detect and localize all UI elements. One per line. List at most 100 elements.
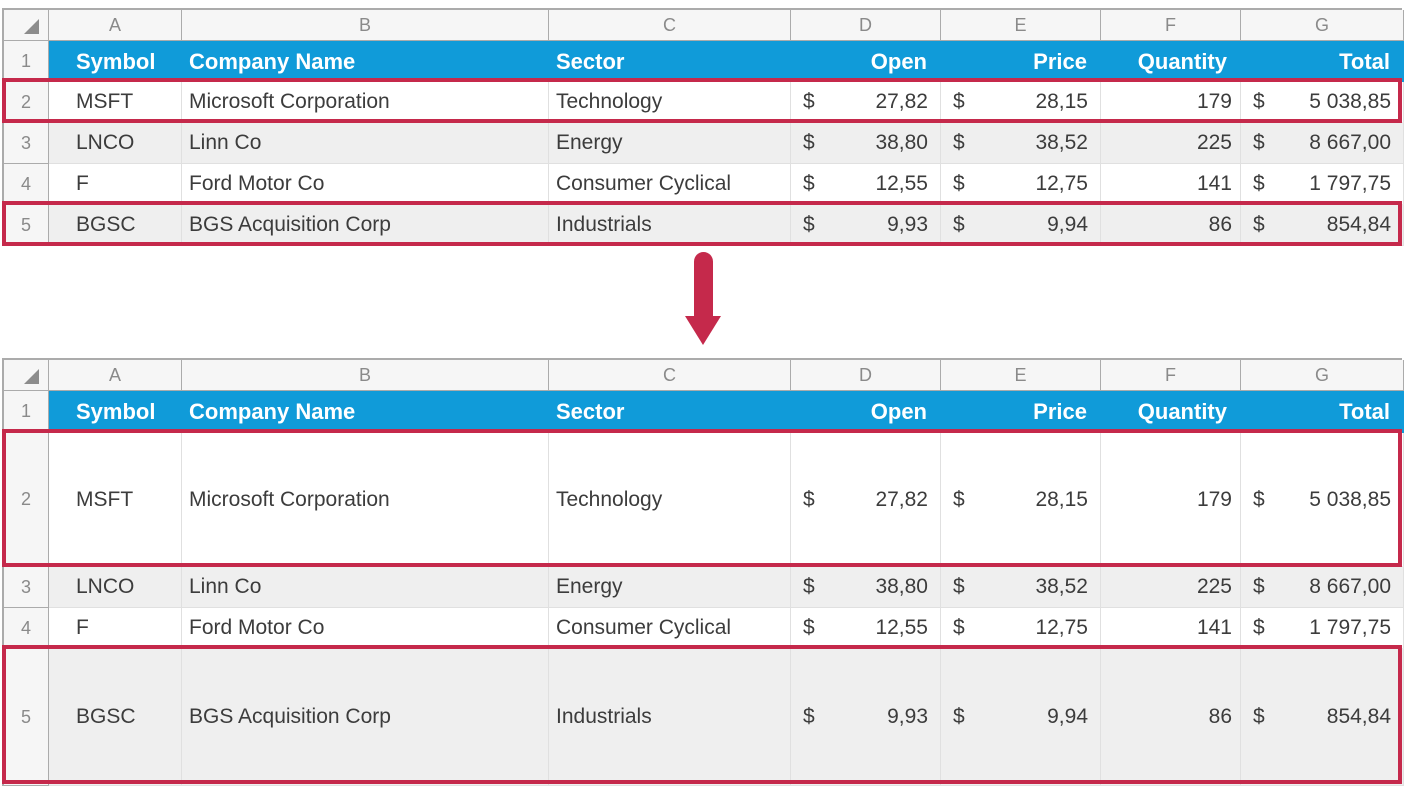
cell-f2[interactable]: 179	[1101, 82, 1241, 123]
cell-e3[interactable]: $38,52	[941, 123, 1101, 164]
cell-g4[interactable]: $1 797,75	[1241, 608, 1404, 649]
cell-c1[interactable]: Sector	[549, 391, 791, 433]
cell-b4[interactable]: Ford Motor Co	[182, 608, 549, 649]
cell-b4[interactable]: Ford Motor Co	[182, 164, 549, 205]
cell-e3[interactable]: $38,52	[941, 567, 1101, 608]
row-header-3[interactable]: 3	[4, 567, 49, 608]
column-header-c[interactable]: C	[549, 10, 791, 41]
cell-c3[interactable]: Energy	[549, 567, 791, 608]
cell-g4[interactable]: $1 797,75	[1241, 164, 1404, 205]
cell-d2[interactable]: $27,82	[791, 433, 941, 567]
column-header-g[interactable]: G	[1241, 360, 1404, 391]
cell-b5[interactable]: BGS Acquisition Corp	[182, 649, 549, 786]
column-header-a[interactable]: A	[49, 10, 182, 41]
cell-d5[interactable]: $9,93	[791, 649, 941, 786]
row-header-1[interactable]: 1	[4, 391, 49, 433]
row-header-5[interactable]: 5	[4, 205, 49, 246]
cell-e4[interactable]: $12,75	[941, 164, 1101, 205]
cell-f5[interactable]: 86	[1101, 205, 1241, 246]
cell-f1[interactable]: Quantity	[1101, 391, 1241, 433]
cell-c4[interactable]: Consumer Cyclical	[549, 164, 791, 205]
cell-f4[interactable]: 141	[1101, 164, 1241, 205]
cell-a1[interactable]: Symbol	[49, 41, 182, 82]
cell-value: 27,82	[875, 487, 928, 511]
row-header-2[interactable]: 2	[4, 82, 49, 123]
cell-b3[interactable]: Linn Co	[182, 567, 549, 608]
cell-g5[interactable]: $854,84	[1241, 649, 1404, 786]
cell-a5[interactable]: BGSC	[49, 205, 182, 246]
cell-d1[interactable]: Open	[791, 41, 941, 82]
column-header-g[interactable]: G	[1241, 10, 1404, 41]
row-header-4[interactable]: 4	[4, 164, 49, 205]
cell-b3[interactable]: Linn Co	[182, 123, 549, 164]
cell-c2[interactable]: Technology	[549, 433, 791, 567]
cell-g3[interactable]: $8 667,00	[1241, 567, 1404, 608]
column-header-b[interactable]: B	[182, 10, 549, 41]
cell-f2[interactable]: 179	[1101, 433, 1241, 567]
cell-f1[interactable]: Quantity	[1101, 41, 1241, 82]
cell-d1[interactable]: Open	[791, 391, 941, 433]
cell-e1[interactable]: Price	[941, 391, 1101, 433]
cell-e1[interactable]: Price	[941, 41, 1101, 82]
cell-b1[interactable]: Company Name	[182, 391, 549, 433]
cell-c4[interactable]: Consumer Cyclical	[549, 608, 791, 649]
cell-e5[interactable]: $9,94	[941, 649, 1101, 786]
cell-g5[interactable]: $854,84	[1241, 205, 1404, 246]
cell-a4[interactable]: F	[49, 608, 182, 649]
cell-f5[interactable]: 86	[1101, 649, 1241, 786]
cell-a2[interactable]: MSFT	[49, 82, 182, 123]
cell-a3[interactable]: LNCO	[49, 123, 182, 164]
row-header-2[interactable]: 2	[4, 433, 49, 567]
currency-symbol: $	[953, 487, 965, 511]
column-header-d[interactable]: D	[791, 10, 941, 41]
column-header-e[interactable]: E	[941, 360, 1101, 391]
row-header-3[interactable]: 3	[4, 123, 49, 164]
cell-b5[interactable]: BGS Acquisition Corp	[182, 205, 549, 246]
row-header-4[interactable]: 4	[4, 608, 49, 649]
cell-a4[interactable]: F	[49, 164, 182, 205]
cell-a2[interactable]: MSFT	[49, 433, 182, 567]
column-header-e[interactable]: E	[941, 10, 1101, 41]
cell-b2[interactable]: Microsoft Corporation	[182, 82, 549, 123]
cell-a3[interactable]: LNCO	[49, 567, 182, 608]
cell-f4[interactable]: 141	[1101, 608, 1241, 649]
cell-d5[interactable]: $9,93	[791, 205, 941, 246]
cell-value: 12,75	[1035, 616, 1088, 639]
cell-c3[interactable]: Energy	[549, 123, 791, 164]
cell-d4[interactable]: $12,55	[791, 164, 941, 205]
cell-a1[interactable]: Symbol	[49, 391, 182, 433]
cell-c1[interactable]: Sector	[549, 41, 791, 82]
select-all-cell[interactable]	[4, 360, 49, 391]
cell-f3[interactable]: 225	[1101, 567, 1241, 608]
cell-c5[interactable]: Industrials	[549, 205, 791, 246]
cell-g2[interactable]: $5 038,85	[1241, 433, 1404, 567]
cell-b2[interactable]: Microsoft Corporation	[182, 433, 549, 567]
cell-d4[interactable]: $12,55	[791, 608, 941, 649]
cell-e4[interactable]: $12,75	[941, 608, 1101, 649]
row-header-5[interactable]: 5	[4, 649, 49, 786]
cell-f3[interactable]: 225	[1101, 123, 1241, 164]
cell-a5[interactable]: BGSC	[49, 649, 182, 786]
cell-c5[interactable]: Industrials	[549, 649, 791, 786]
cell-c2[interactable]: Technology	[549, 82, 791, 123]
column-header-b[interactable]: B	[182, 360, 549, 391]
column-header-c[interactable]: C	[549, 360, 791, 391]
cell-value: 854,84	[1326, 705, 1391, 728]
cell-b1[interactable]: Company Name	[182, 41, 549, 82]
select-all-cell[interactable]	[4, 10, 49, 41]
column-header-f[interactable]: F	[1101, 10, 1241, 41]
column-header-d[interactable]: D	[791, 360, 941, 391]
cell-e2[interactable]: $28,15	[941, 82, 1101, 123]
cell-d3[interactable]: $38,80	[791, 123, 941, 164]
cell-g1[interactable]: Total	[1241, 41, 1404, 82]
column-header-a[interactable]: A	[49, 360, 182, 391]
cell-g3[interactable]: $8 667,00	[1241, 123, 1404, 164]
cell-e5[interactable]: $9,94	[941, 205, 1101, 246]
cell-d3[interactable]: $38,80	[791, 567, 941, 608]
cell-g1[interactable]: Total	[1241, 391, 1404, 433]
row-header-1[interactable]: 1	[4, 41, 49, 82]
cell-d2[interactable]: $27,82	[791, 82, 941, 123]
column-header-f[interactable]: F	[1101, 360, 1241, 391]
cell-e2[interactable]: $28,15	[941, 433, 1101, 567]
cell-g2[interactable]: $5 038,85	[1241, 82, 1404, 123]
